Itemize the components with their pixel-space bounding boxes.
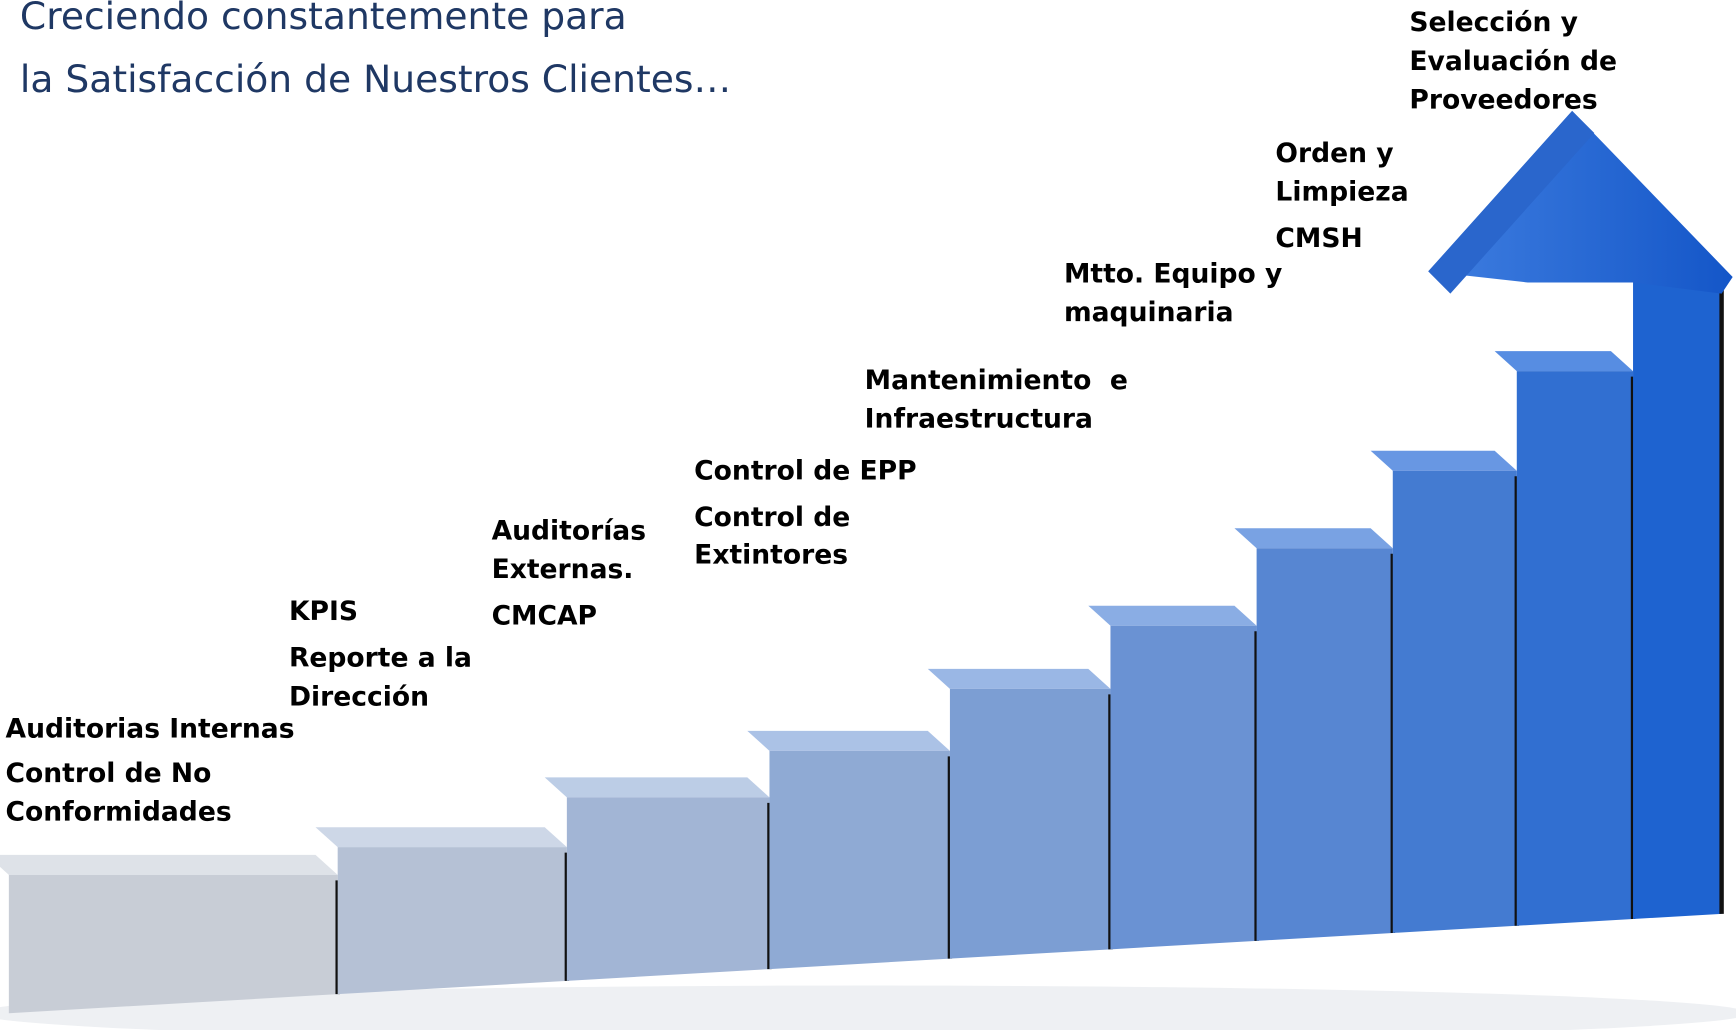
step-label: CMSH bbox=[1275, 223, 1362, 254]
step-label: Dirección bbox=[289, 681, 429, 712]
step-label: Limpieza bbox=[1275, 177, 1408, 208]
step-top bbox=[1371, 451, 1517, 471]
step-front bbox=[950, 689, 1111, 959]
step-label: Mtto. Equipo y bbox=[1064, 259, 1282, 290]
step-front bbox=[1393, 471, 1517, 933]
step-label: maquinaria bbox=[1064, 297, 1234, 328]
title-line: Creciendo constantemente para bbox=[20, 0, 627, 38]
step-label: Evaluación de bbox=[1409, 46, 1617, 77]
step-front bbox=[9, 875, 338, 1013]
step-front bbox=[1517, 371, 1633, 926]
step-top bbox=[747, 731, 950, 751]
step-label: Control de bbox=[694, 502, 850, 533]
step-label: CMCAP bbox=[492, 601, 597, 632]
step-label: Auditorías bbox=[492, 515, 646, 546]
slide: Creciendo constantemente para la Satisfa… bbox=[0, 0, 1736, 1030]
step-front bbox=[1110, 626, 1256, 950]
step-label: Extintores bbox=[694, 540, 848, 571]
step-top bbox=[1234, 528, 1392, 548]
step-front bbox=[338, 847, 567, 994]
step-label: Selección y bbox=[1409, 7, 1578, 38]
step-front bbox=[1257, 548, 1393, 941]
step-label: Orden y bbox=[1275, 138, 1393, 169]
step-label: Proveedores bbox=[1409, 85, 1597, 116]
step-top bbox=[1088, 606, 1256, 626]
staircase bbox=[0, 111, 1736, 1030]
step-front bbox=[567, 797, 770, 981]
step-top bbox=[0, 855, 338, 875]
step-label: Infraestructura bbox=[865, 404, 1093, 435]
step-label: Auditorias Internas bbox=[6, 714, 295, 745]
step-label: Mantenimiento e bbox=[865, 365, 1128, 396]
step-label: Reporte a la bbox=[289, 643, 472, 674]
step-label: KPIS bbox=[289, 596, 358, 627]
step-top bbox=[1495, 351, 1633, 371]
step-front bbox=[769, 751, 949, 969]
step-top bbox=[545, 777, 770, 797]
step-label: Conformidades bbox=[6, 797, 232, 828]
page: Creciendo constantemente para la Satisfa… bbox=[0, 0, 1736, 1030]
step-label: Control de No bbox=[6, 758, 212, 789]
step-top bbox=[316, 827, 567, 847]
title-line: la Satisfacción de Nuestros Clientes… bbox=[20, 57, 731, 101]
step-front bbox=[1633, 277, 1722, 919]
step-label: Externas. bbox=[492, 554, 634, 585]
step-top bbox=[928, 669, 1111, 689]
step-label: Control de EPP bbox=[694, 456, 916, 487]
